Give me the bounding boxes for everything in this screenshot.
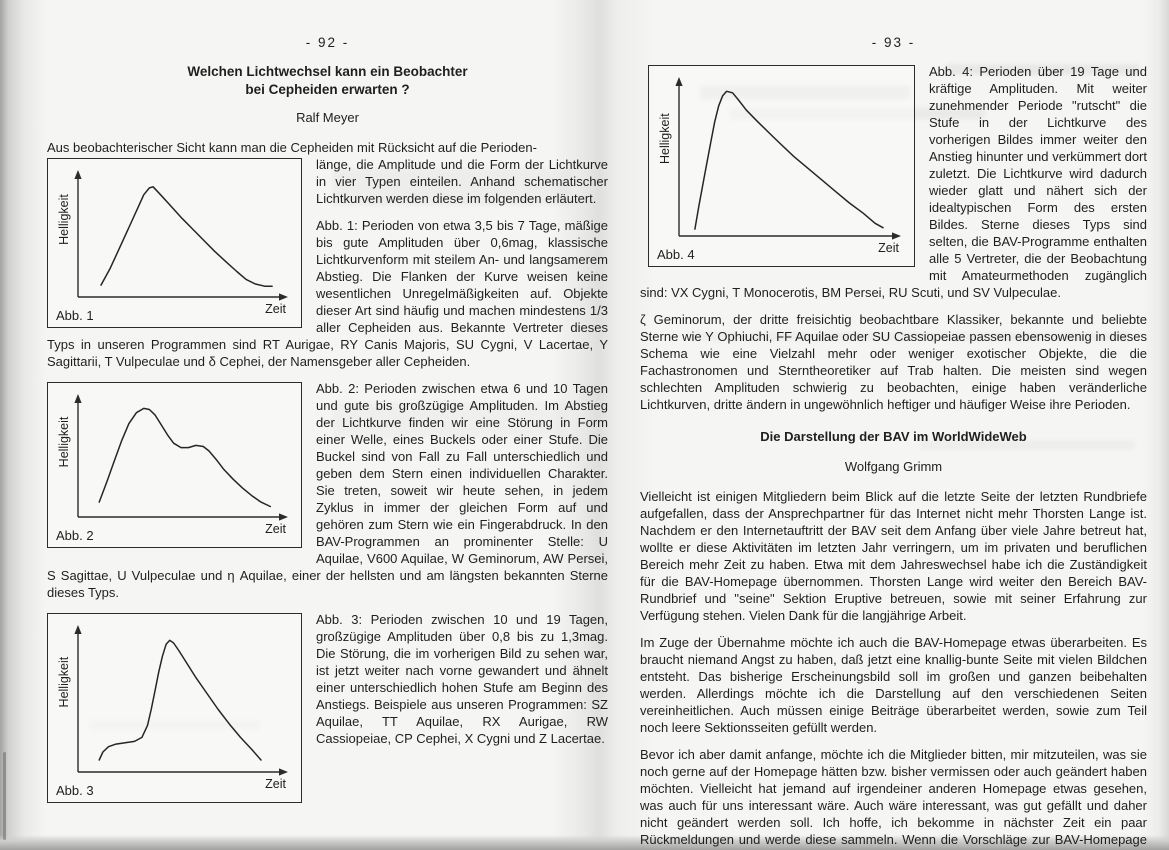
- x-axis-arrow: [892, 232, 901, 240]
- lightcurve-figure-abb2: Helligkeit Zeit Abb. 2: [56, 394, 288, 543]
- x-axis-label: Zeit: [878, 241, 899, 255]
- page-number: - 93 -: [871, 35, 916, 50]
- figure-box-abb1: Helligkeit Zeit Abb. 1: [47, 158, 302, 328]
- bleedthrough-smudge: [690, 332, 1130, 341]
- x-axis-arrow: [279, 513, 288, 521]
- x-axis-label: Zeit: [265, 302, 286, 316]
- y-axis-arrow: [74, 394, 82, 403]
- bleedthrough-smudge: [332, 402, 567, 438]
- lightcurve-path: [100, 186, 273, 287]
- article-author: Ralf Meyer: [296, 110, 359, 125]
- y-axis-label: Helligkeit: [57, 656, 71, 707]
- figure-box-abb4: Helligkeit Zeit Abb. 4: [648, 65, 915, 267]
- page-number: - 92 -: [305, 35, 350, 50]
- paragraph: Abb. 2: Perioden zwischen etwa 6 und 10 …: [47, 381, 608, 600]
- y-axis-arrow: [675, 77, 683, 86]
- paragraph: Abb. 3: Perioden zwischen 10 und 19 Tage…: [316, 612, 608, 746]
- lightcurve-figure-abb3: Helligkeit Zeit Abb. 3: [56, 625, 288, 798]
- y-axis-label: Helligkeit: [658, 113, 672, 164]
- y-axis-arrow: [74, 170, 82, 179]
- left-scan-edge: [0, 0, 46, 850]
- page-gutter-shadow: [552, 0, 656, 850]
- paragraph: Abb. 4: Perioden über 19 Tage und kräfti…: [640, 64, 1147, 300]
- article-title-line1: Welchen Lichtwechsel kann ein Beobachter: [187, 64, 468, 79]
- figure-box-abb3: Helligkeit Zeit Abb. 3: [47, 613, 302, 803]
- paragraph: Im Zuge der Übernahme möchte ich auch di…: [640, 635, 1147, 735]
- right-scan-edge: [1143, 0, 1169, 850]
- figure-box-abb2: Helligkeit Zeit Abb. 2: [47, 382, 302, 548]
- paragraph: Bevor ich aber damit anfange, möchte ich…: [640, 747, 1147, 850]
- page-93: - 93 - Helligkeit Zeit Abb. 4 Abb. 4: Peri…: [640, 0, 1147, 850]
- bleedthrough-smudge: [945, 64, 1140, 75]
- paragraph: ζ Geminorum, der dritte freisichtig beob…: [640, 312, 1147, 412]
- section-title: Die Darstellung der BAV im WorldWideWeb: [760, 429, 1027, 444]
- paragraph: länge, die Amplitude und die Form der Li…: [316, 157, 608, 206]
- bleedthrough-smudge: [332, 168, 572, 206]
- lightcurve-path: [98, 639, 262, 761]
- page-92: - 92 - Welchen Lichtwechsel kann ein Beo…: [47, 0, 608, 811]
- figure-caption: Abb. 1: [56, 308, 94, 323]
- y-axis-label: Helligkeit: [57, 194, 71, 245]
- y-axis-label: Helligkeit: [57, 416, 71, 467]
- lightcurve-figure-abb4: Helligkeit Zeit Abb. 4: [657, 77, 901, 262]
- x-axis-label: Zeit: [265, 522, 286, 536]
- x-axis-arrow: [279, 293, 288, 301]
- x-axis-label: Zeit: [265, 777, 286, 791]
- paragraph: Vielleicht ist einigen Mitgliedern beim …: [640, 489, 1147, 623]
- section-author: Wolfgang Grimm: [844, 459, 943, 474]
- figure-caption: Abb. 4: [657, 247, 695, 262]
- lightcurve-figure-abb1: Helligkeit Zeit Abb. 1: [56, 170, 288, 323]
- figure-caption: Abb. 3: [56, 783, 94, 798]
- y-axis-arrow: [74, 625, 82, 634]
- figure-caption: Abb. 2: [56, 528, 94, 543]
- lightcurve-path: [694, 90, 884, 230]
- scan-edge-line: [3, 752, 6, 840]
- bottom-scan-edge: [0, 835, 1169, 850]
- intro-line: Aus beobachterischer Sicht kann man die …: [47, 140, 537, 155]
- lightcurve-path: [98, 407, 272, 508]
- article-title-line2: bei Cepheiden erwarten ?: [245, 82, 410, 97]
- paragraph: Abb. 1: Perioden von etwa 3,5 bis 7 Tage…: [47, 218, 608, 369]
- article-title: Welchen Lichtwechsel kann ein Beobachter…: [47, 63, 608, 99]
- bleedthrough-smudge: [920, 440, 1135, 450]
- x-axis-arrow: [279, 768, 288, 776]
